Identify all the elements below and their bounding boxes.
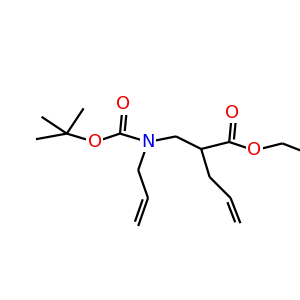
Text: N: N xyxy=(141,133,155,151)
Text: O: O xyxy=(225,103,239,122)
Text: O: O xyxy=(247,141,262,159)
Text: O: O xyxy=(116,95,130,113)
Text: O: O xyxy=(88,133,102,151)
